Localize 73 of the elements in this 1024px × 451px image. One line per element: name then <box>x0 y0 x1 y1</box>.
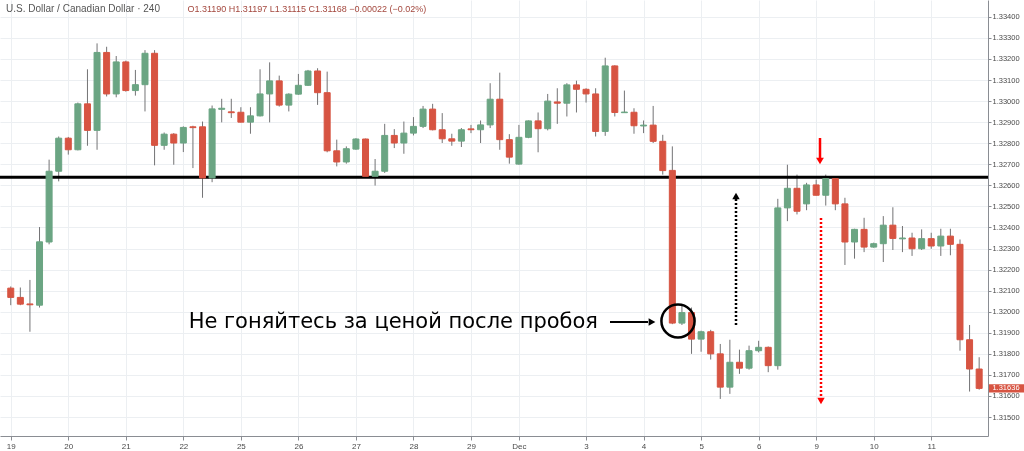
candlestick <box>534 111 542 153</box>
candlestick <box>26 279 34 333</box>
x-tick-label: 28 <box>409 441 419 451</box>
candlestick <box>764 345 772 373</box>
x-tick-label: 5 <box>699 441 705 451</box>
candlestick <box>707 329 715 361</box>
candlestick <box>898 225 906 253</box>
chart-subtitle: O1.31190 H1.31197 L1.31115 C1.31168 −0.00022 (−0.02%) <box>187 4 427 14</box>
candlestick <box>294 73 302 96</box>
candlestick <box>467 124 475 134</box>
candlestick <box>179 125 187 153</box>
candlestick <box>333 139 341 167</box>
candlestick <box>390 128 398 149</box>
candlestick <box>793 174 801 215</box>
x-tick-label: 29 <box>467 441 477 451</box>
candlestick <box>879 215 887 263</box>
candlestick <box>553 87 561 125</box>
candlestick <box>429 103 437 131</box>
candlestick <box>783 164 791 222</box>
candlestick <box>908 232 916 257</box>
candlestick <box>7 285 15 306</box>
x-tick-label: 20 <box>64 441 74 451</box>
x-tick-label: 25 <box>236 441 247 451</box>
candlestick <box>918 228 926 251</box>
candlestick <box>131 69 139 97</box>
candlestick <box>678 304 686 326</box>
x-tick-label: 3 <box>584 441 590 451</box>
x-tick-label: 6 <box>756 441 762 451</box>
candlestick <box>227 98 235 119</box>
candlestick <box>477 119 485 144</box>
candlestick <box>256 68 264 117</box>
x-tick-label: 9 <box>814 441 820 451</box>
candlestick <box>745 345 753 371</box>
candlestick <box>735 349 743 375</box>
candlestick <box>246 106 254 135</box>
candlestick <box>572 80 580 113</box>
chart-title: U.S. Dollar / Canadian Dollar · 240 <box>6 3 161 14</box>
candlestick <box>438 112 446 144</box>
candlestick <box>266 61 274 123</box>
x-tick-label: 27 <box>351 441 362 451</box>
candlestick <box>582 87 590 104</box>
candlestick <box>400 121 408 155</box>
candlestick <box>803 182 811 211</box>
annotation: Не гоняйтесь за ценой после пробоя <box>188 309 598 333</box>
candlestick <box>314 67 322 106</box>
candlestick <box>457 127 465 148</box>
x-tick-label: 4 <box>641 441 647 451</box>
candlestick <box>218 98 226 123</box>
candlestick <box>285 92 293 112</box>
candlestick <box>975 356 983 391</box>
x-tick-label: 11 <box>927 441 937 451</box>
candlestick <box>937 228 945 257</box>
candlestick <box>419 105 427 129</box>
x-tick-label: 22 <box>179 441 189 451</box>
candlestick <box>371 158 379 187</box>
candlestick <box>649 105 657 144</box>
x-tick-label: 26 <box>294 441 304 451</box>
candlestick <box>822 174 830 207</box>
x-tick-label: 19 <box>6 441 17 451</box>
candlestick <box>189 125 197 169</box>
candlestick <box>851 228 859 260</box>
candlestick <box>409 116 417 136</box>
x-tick-label: 21 <box>121 441 132 451</box>
x-tick-label: 10 <box>869 441 880 451</box>
candlestick <box>860 217 868 253</box>
x-tick-label: Dec <box>512 441 527 451</box>
candlestick <box>630 107 638 135</box>
candlestick <box>889 206 897 251</box>
candlestick <box>620 90 628 114</box>
candlestick <box>170 132 178 166</box>
candlestick <box>505 133 513 165</box>
candlestick <box>946 228 954 256</box>
candlestick <box>563 82 571 117</box>
